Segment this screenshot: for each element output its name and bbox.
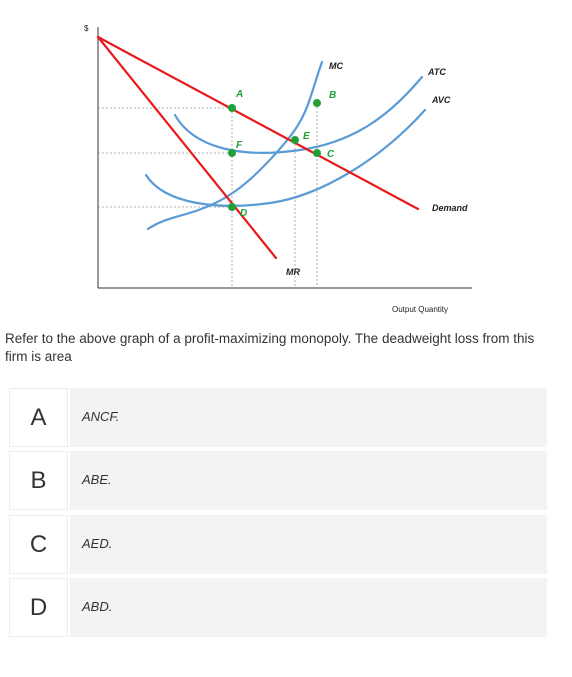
mr-curve — [96, 35, 278, 260]
point-b-label: B — [329, 90, 336, 101]
point-a-label: A — [235, 89, 243, 100]
option-a-text: ANCF. — [82, 409, 120, 424]
y-axis-label: $ — [84, 24, 89, 33]
option-d-letter: D — [9, 578, 68, 637]
option-d-body[interactable]: ABD. — [70, 578, 547, 637]
economics-graph: A B C D E F MC ATC AVC Demand MR $ Outpu… — [84, 24, 472, 314]
avc-label: AVC — [431, 95, 451, 105]
option-a-body[interactable]: ANCF. — [70, 388, 547, 447]
point-f-label: F — [236, 140, 243, 151]
x-axis-label: Output Quantity — [392, 305, 448, 314]
mr-label: MR — [286, 267, 300, 277]
point-d-marker — [228, 203, 236, 211]
point-c-label: C — [327, 149, 335, 160]
point-e-label: E — [303, 131, 310, 142]
atc-label: ATC — [427, 67, 446, 77]
avc-curve — [144, 108, 427, 207]
point-c-marker — [313, 149, 321, 157]
point-b-marker — [313, 99, 321, 107]
option-b-letter: B — [9, 451, 68, 510]
option-b-body[interactable]: ABE. — [70, 451, 547, 510]
option-b-text: ABE. — [82, 472, 112, 487]
option-c-letter: C — [9, 515, 68, 574]
option-c[interactable]: C AED. — [9, 515, 547, 574]
question-text: Refer to the above graph of a profit-max… — [5, 331, 535, 364]
option-b[interactable]: B ABE. — [9, 451, 547, 510]
option-a-letter: A — [9, 388, 68, 447]
demand-label: Demand — [432, 203, 468, 213]
atc-curve — [173, 75, 424, 154]
mc-label: MC — [329, 61, 343, 71]
point-f-marker — [228, 149, 236, 157]
point-e-marker — [291, 136, 299, 144]
option-d[interactable]: D ABD. — [9, 578, 547, 637]
guide-lines — [98, 103, 318, 288]
option-c-body[interactable]: AED. — [70, 515, 547, 574]
option-c-text: AED. — [82, 536, 113, 551]
option-a[interactable]: A ANCF. — [9, 388, 547, 447]
point-d-label: D — [240, 208, 247, 219]
demand-curve — [96, 35, 420, 211]
option-d-text: ABD. — [82, 599, 113, 614]
point-a-marker — [228, 104, 236, 112]
mc-curve — [146, 60, 324, 231]
